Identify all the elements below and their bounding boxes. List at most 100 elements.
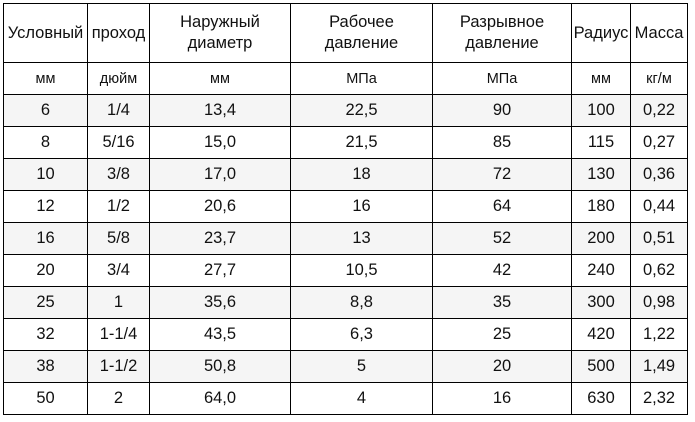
table-cell: 10 [3,158,88,191]
table-cell: 115 [571,126,631,159]
table-row: 6 1/4 13,4 22,5 90 100 0,22 [3,94,688,127]
table-cell: 21,5 [290,126,433,159]
table-cell: 6 [3,94,88,127]
table-cell: 630 [571,382,631,415]
table-cell: 2,32 [630,382,688,415]
table-cell: 500 [571,350,631,383]
table-cell: 0,44 [630,190,688,223]
table-cell: 0,22 [630,94,688,127]
header-row: Условный проход Наружный диаметр Рабочее… [3,3,688,63]
table-cell: 25 [3,286,88,319]
table-row: 25 1 35,6 8,8 35 300 0,98 [3,286,688,319]
table-cell: 2 [87,382,150,415]
header-outer-diameter-line1: Наружный [180,13,260,31]
table-cell: 52 [432,222,572,255]
table-cell: 1,22 [630,318,688,351]
table-row: 16 5/8 23,7 13 52 200 0,51 [3,222,688,255]
table-cell: 5/8 [87,222,150,255]
table-cell: 15,0 [149,126,291,159]
table-cell: 38 [3,350,88,383]
table-row: 50 2 64,0 4 16 630 2,32 [3,382,688,415]
table-row: 12 1/2 20,6 16 64 180 0,44 [3,190,688,223]
table-cell: 5/16 [87,126,150,159]
table-cell: 0,51 [630,222,688,255]
header-radius: Радиус [571,3,631,63]
unit-cell: дюйм [87,62,150,95]
table-cell: 1/4 [87,94,150,127]
units-row: мм дюйм мм МПа МПа мм кг/м [3,62,688,95]
unit-cell: МПа [432,62,572,95]
table-cell: 0,36 [630,158,688,191]
table-cell: 1,49 [630,350,688,383]
table-cell: 16 [290,190,433,223]
table-cell: 16 [432,382,572,415]
header-nominal-bore: Условный [3,3,88,63]
table-cell: 90 [432,94,572,127]
table-cell: 17,0 [149,158,291,191]
table-cell: 16 [3,222,88,255]
table-cell: 0,98 [630,286,688,319]
table-cell: 180 [571,190,631,223]
table-cell: 42 [432,254,572,287]
table-cell: 0,62 [630,254,688,287]
table-cell: 20,6 [149,190,291,223]
header-working-pressure-line2: давление [324,34,399,52]
hose-spec-table: Условный проход Наружный диаметр Рабочее… [3,3,688,415]
table-cell: 8 [3,126,88,159]
table-cell: 35,6 [149,286,291,319]
table-cell: 43,5 [149,318,291,351]
table-cell: 1-1/4 [87,318,150,351]
table-cell: 3/8 [87,158,150,191]
table-cell: 35 [432,286,572,319]
table-cell: 200 [571,222,631,255]
table-cell: 32 [3,318,88,351]
table-cell: 300 [571,286,631,319]
table-cell: 130 [571,158,631,191]
table-cell: 5 [290,350,433,383]
unit-cell: мм [3,62,88,95]
table-cell: 4 [290,382,433,415]
table-cell: 1-1/2 [87,350,150,383]
table-cell: 12 [3,190,88,223]
table-cell: 50 [3,382,88,415]
table-cell: 100 [571,94,631,127]
header-burst-pressure-line2: давление [465,34,539,52]
table-cell: 1 [87,286,150,319]
table-cell: 0,27 [630,126,688,159]
table-cell: 13,4 [149,94,291,127]
header-burst-pressure: Разрывное давление [432,3,572,63]
table-row: 10 3/8 17,0 18 72 130 0,36 [3,158,688,191]
unit-cell: мм [571,62,631,95]
table-cell: 3/4 [87,254,150,287]
table-cell: 13 [290,222,433,255]
table-cell: 18 [290,158,433,191]
table-cell: 10,5 [290,254,433,287]
header-bore: проход [87,3,150,63]
table-cell: 8,8 [290,286,433,319]
table-cell: 20 [432,350,572,383]
header-mass: Масса [630,3,688,63]
header-outer-diameter: Наружный диаметр [149,3,291,63]
header-working-pressure: Рабочее давление [290,3,433,63]
table-cell: 50,8 [149,350,291,383]
table-cell: 23,7 [149,222,291,255]
table-row: 32 1-1/4 43,5 6,3 25 420 1,22 [3,318,688,351]
table-cell: 22,5 [290,94,433,127]
table-cell: 72 [432,158,572,191]
header-burst-pressure-line1: Разрывное [459,13,545,31]
table-cell: 64,0 [149,382,291,415]
table-row: 20 3/4 27,7 10,5 42 240 0,62 [3,254,688,287]
table-cell: 64 [432,190,572,223]
table-cell: 420 [571,318,631,351]
table-row: 38 1-1/2 50,8 5 20 500 1,49 [3,350,688,383]
table-cell: 85 [432,126,572,159]
header-working-pressure-line1: Рабочее [329,13,394,31]
unit-cell: кг/м [630,62,688,95]
unit-cell: МПа [290,62,433,95]
table-cell: 6,3 [290,318,433,351]
table-cell: 240 [571,254,631,287]
header-outer-diameter-line2: диаметр [187,34,253,52]
table-row: 8 5/16 15,0 21,5 85 115 0,27 [3,126,688,159]
table-cell: 25 [432,318,572,351]
